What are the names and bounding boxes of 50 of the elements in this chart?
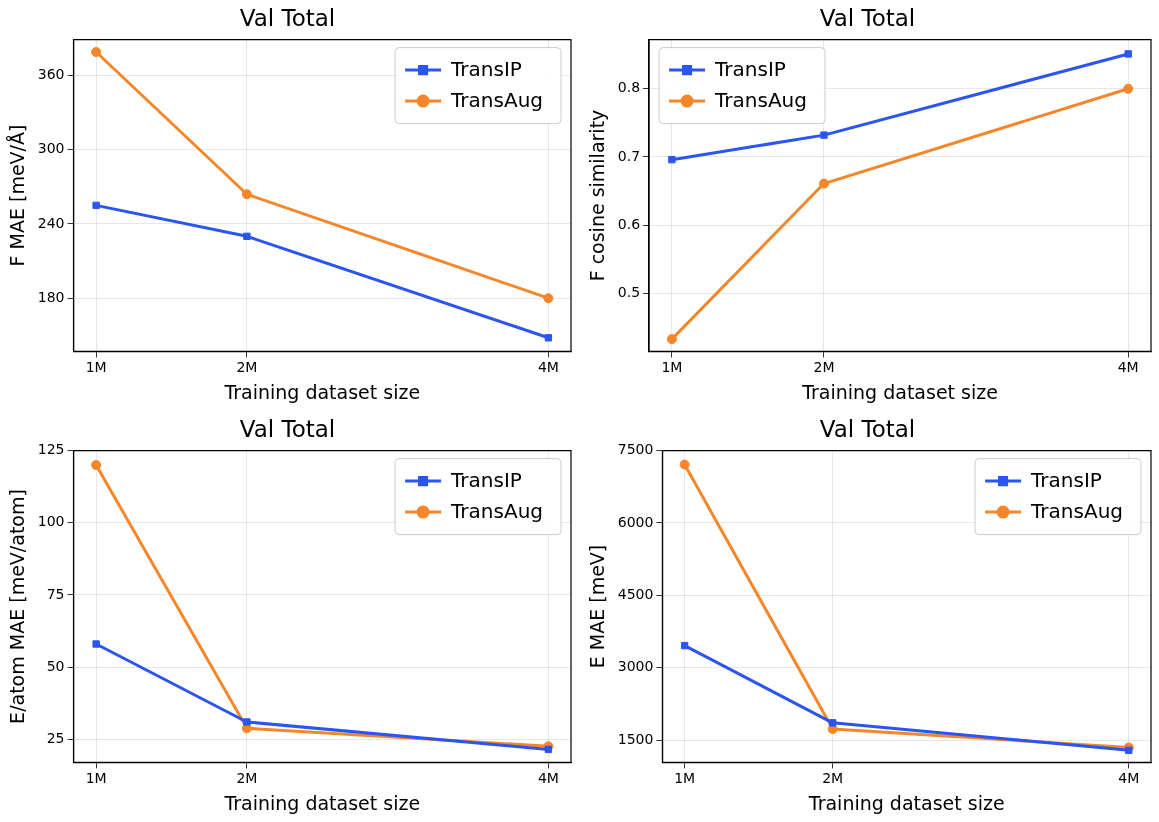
y-tick-label: 25	[46, 729, 65, 746]
y-axis-title: E MAE [meV]	[586, 544, 609, 669]
x-tick-label: 1M	[661, 359, 683, 376]
legend-label: TransIP	[450, 57, 522, 82]
y-tick-label: 0.7	[617, 147, 641, 164]
y-axis-title: E/atom MAE [meV/atom]	[6, 489, 29, 724]
y-tick-label: 360	[37, 66, 65, 83]
x-tick-label: 4M	[1118, 770, 1140, 787]
chart-title: Val Total	[239, 415, 336, 442]
legend-label: TransAug	[1030, 499, 1123, 524]
x-tick-label: 1M	[674, 770, 696, 787]
y-tick-label: 240	[37, 214, 65, 231]
legend-label: TransIP	[1030, 468, 1102, 493]
y-axis-title: F cosine similarity	[586, 109, 609, 282]
y-tick-label: 125	[37, 441, 65, 458]
y-tick-label: 0.6	[617, 215, 641, 232]
x-tick-label: 4M	[1117, 359, 1139, 376]
y-tick-label: 6000	[617, 513, 654, 530]
y-axis-title: F MAE [meV/Å]	[6, 124, 29, 267]
y-tick-label: 4500	[617, 586, 654, 603]
chart-title: Val Total	[239, 4, 336, 31]
legend-label: TransIP	[450, 468, 522, 493]
legend-label: TransAug	[450, 88, 543, 113]
x-axis-title: Training dataset size	[801, 380, 998, 403]
legend-label: TransIP	[714, 57, 786, 82]
y-tick-label: 100	[37, 513, 65, 530]
y-tick-label: 180	[37, 288, 65, 305]
chart-title: Val Total	[819, 415, 916, 442]
y-tick-label: 300	[37, 140, 65, 157]
x-tick-label: 2M	[236, 359, 258, 376]
x-tick-label: 1M	[85, 770, 107, 787]
y-tick-label: 50	[46, 657, 65, 674]
x-tick-label: 2M	[236, 770, 258, 787]
x-axis-title: Training dataset size	[223, 791, 421, 814]
legend-label: TransAug	[450, 499, 543, 524]
legend-label: TransAug	[714, 88, 807, 113]
x-tick-label: 2M	[813, 359, 835, 376]
x-axis-title: Training dataset size	[223, 380, 421, 403]
y-tick-label: 0.8	[617, 79, 641, 96]
x-tick-label: 4M	[537, 770, 559, 787]
y-tick-label: 7500	[617, 441, 654, 458]
y-tick-label: 0.5	[617, 284, 641, 301]
x-tick-label: 2M	[822, 770, 844, 787]
chart-title: Val Total	[819, 4, 916, 31]
y-tick-label: 3000	[617, 658, 654, 675]
x-tick-label: 4M	[537, 359, 559, 376]
x-axis-title: Training dataset size	[807, 791, 1005, 814]
y-tick-label: 1500	[617, 730, 654, 747]
x-tick-label: 1M	[85, 359, 107, 376]
y-tick-label: 75	[46, 585, 65, 602]
